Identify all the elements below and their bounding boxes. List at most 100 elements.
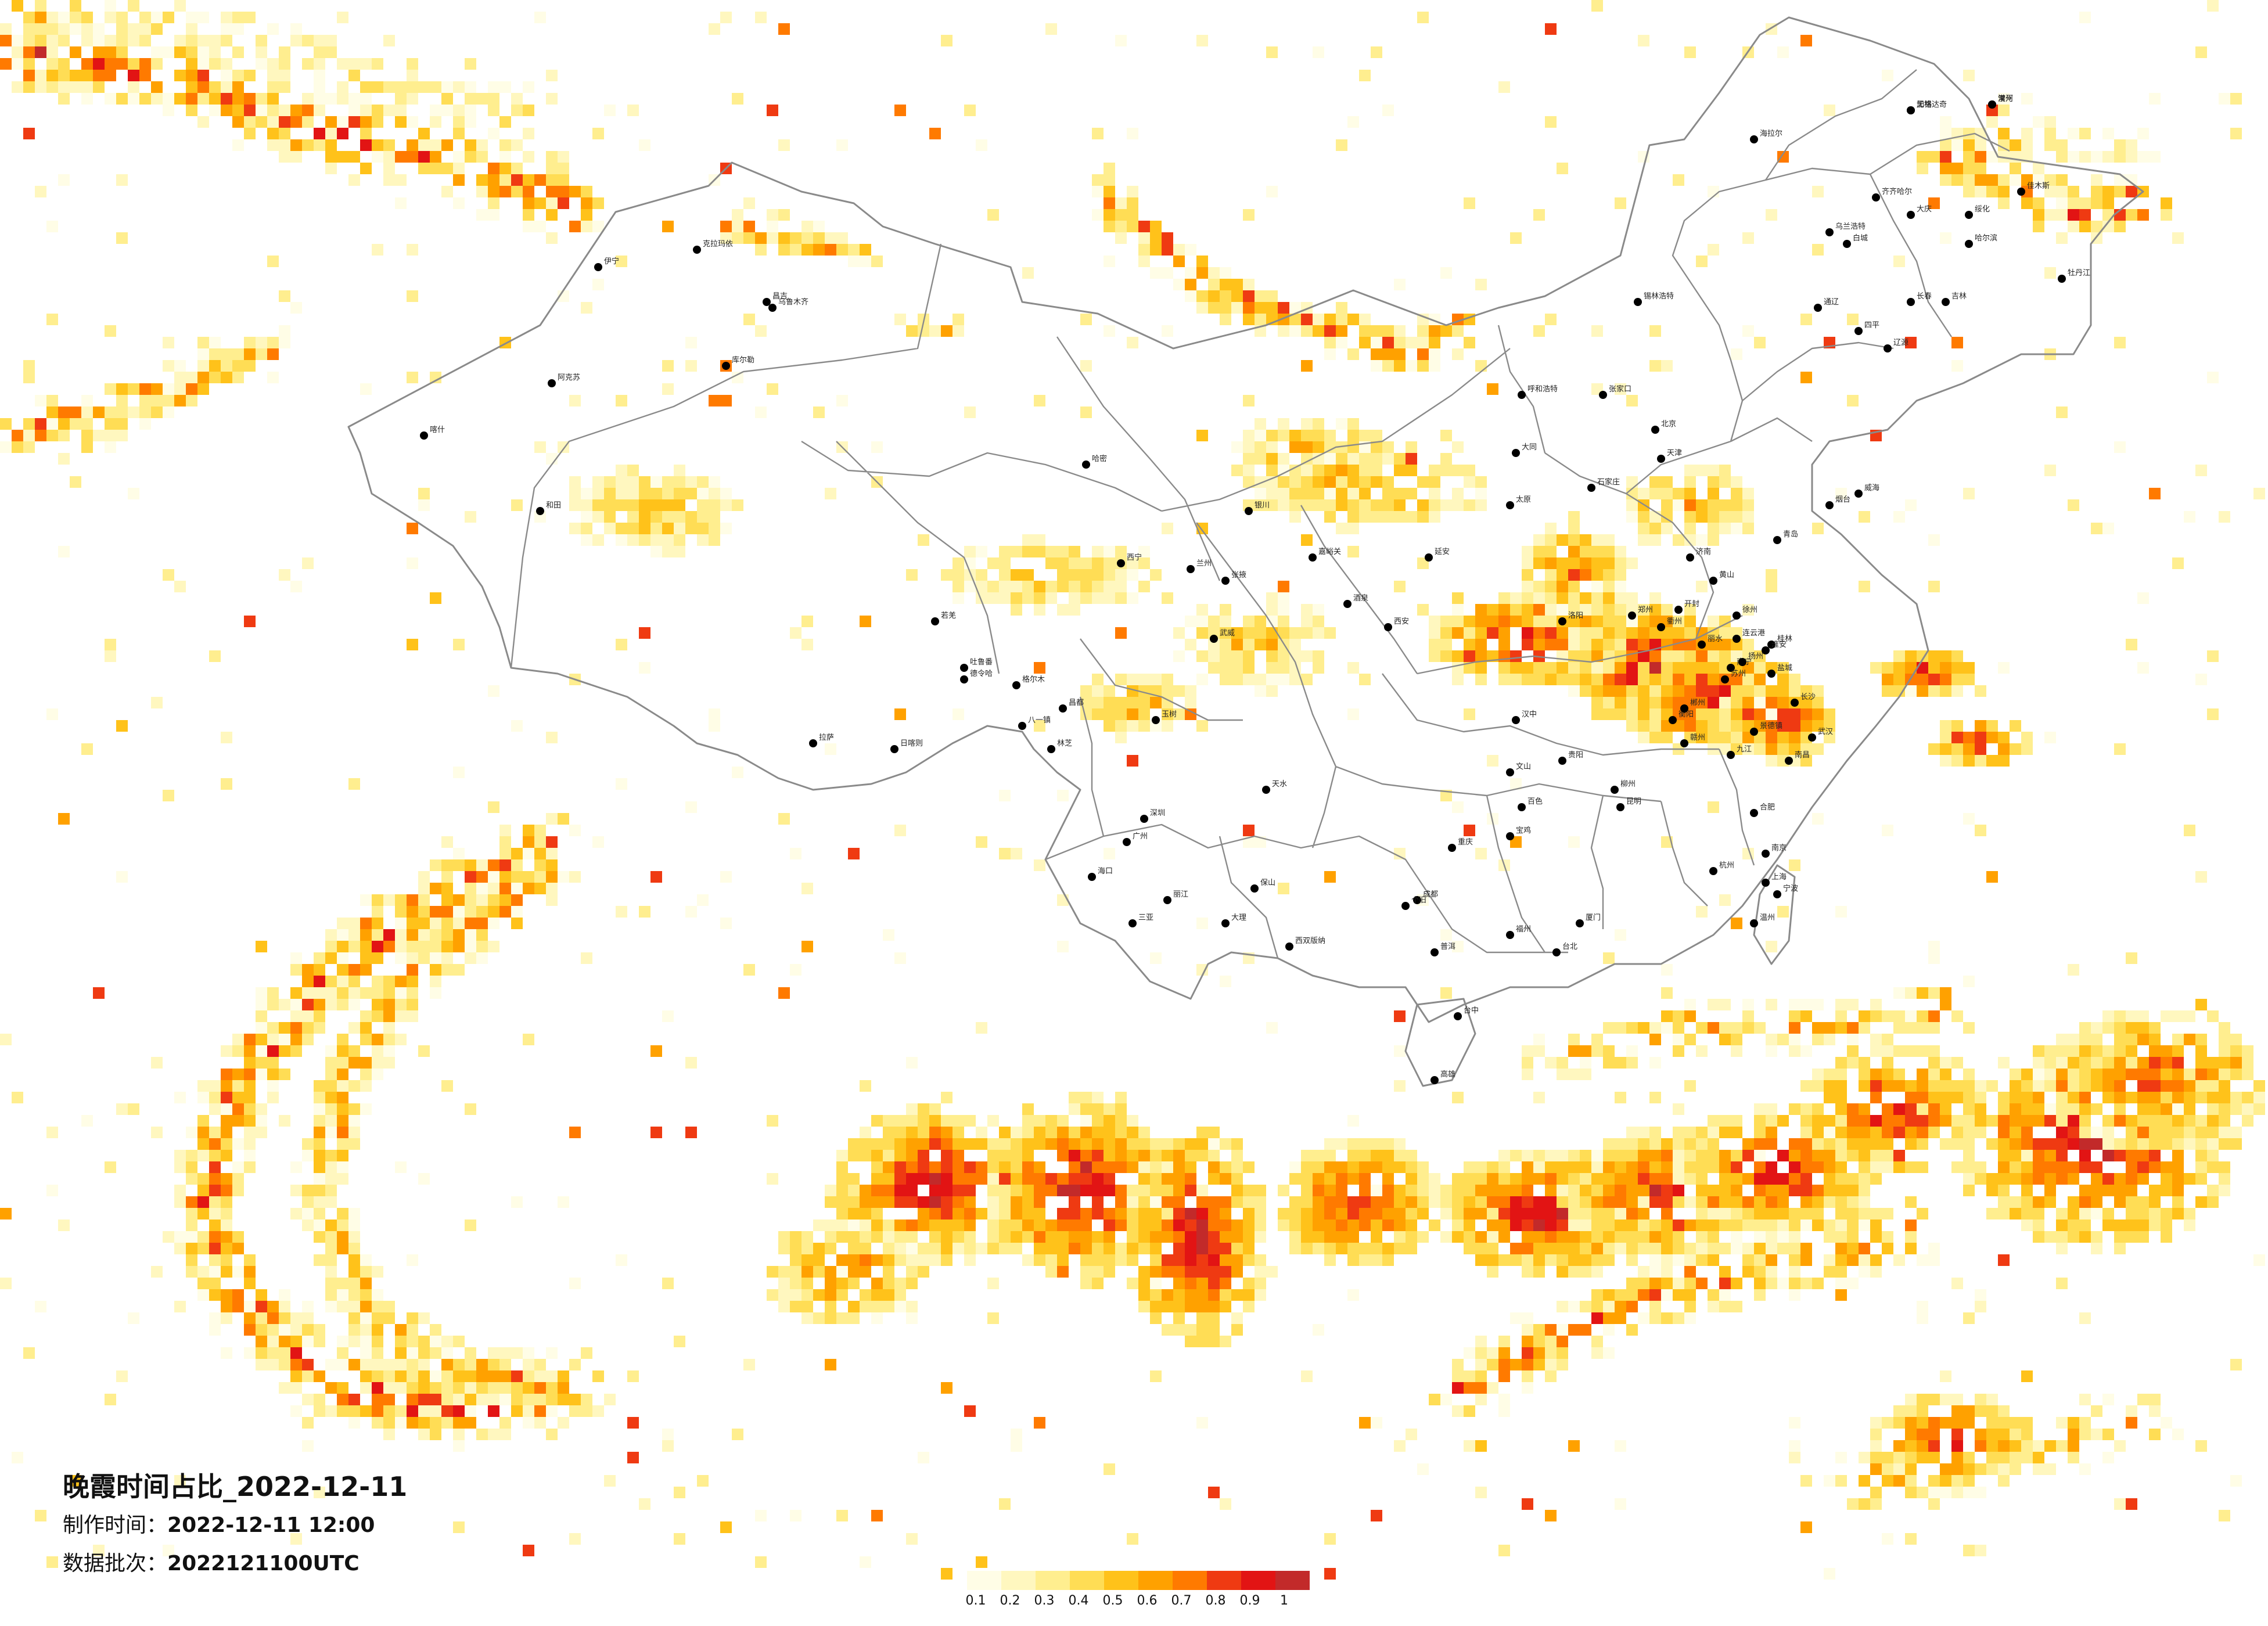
city-label: 吐鲁番 [970, 658, 993, 667]
city-dot [1750, 809, 1758, 817]
city-label: 长沙 [1800, 693, 1816, 702]
city-dot [1187, 565, 1195, 573]
city-label: 海口 [1098, 867, 1113, 876]
city-label: 嘉峪关 [1318, 548, 1341, 556]
city-dot [1773, 536, 1781, 544]
batch-value: 2022121100UTC [167, 1552, 360, 1575]
city-label: 克拉玛依 [703, 240, 733, 249]
city-label: 阿克苏 [558, 373, 580, 382]
city-label: 保山 [1260, 879, 1275, 887]
city-label: 郑州 [1638, 606, 1653, 614]
city-dot [1117, 559, 1125, 567]
city-dot [1518, 391, 1526, 399]
city-dot [1942, 298, 1950, 306]
city-dot [1616, 803, 1624, 811]
city-dot [1674, 606, 1683, 614]
legend-swatch [1104, 1571, 1138, 1590]
city-label: 石家庄 [1597, 477, 1620, 487]
city-dot [1825, 228, 1834, 236]
legend-tick-label: 0.5 [1102, 1593, 1123, 1608]
batch-label: 数据批次： [63, 1552, 168, 1575]
city-dot [1738, 658, 1746, 666]
city-dot [1988, 100, 1996, 109]
city-label: 喀什 [430, 425, 445, 434]
city-dot [1907, 298, 1915, 306]
city-label: 吉林 [1951, 292, 1967, 301]
city-label: 乌兰浩特 [1835, 222, 1866, 231]
city-dot [1680, 739, 1688, 747]
city-label: 昌吉 [772, 292, 788, 301]
city-dot [1854, 327, 1863, 335]
city-label: 无锡 [1917, 100, 1932, 109]
city-dot [1430, 948, 1439, 956]
city-label: 昆明 [1626, 797, 1641, 806]
legend-tick-label: 0.3 [1034, 1593, 1055, 1608]
legend-swatch [1070, 1571, 1104, 1590]
city-label: 张家口 [1609, 384, 1631, 394]
legend-swatch [1173, 1571, 1207, 1590]
city-label: 大理 [1231, 913, 1246, 922]
legend-color-bar [967, 1571, 1327, 1590]
city-label: 哈密 [1092, 454, 1107, 463]
city-label: 丽水 [1708, 635, 1723, 643]
city-label: 桂林 [1777, 635, 1792, 643]
legend-tick-label: 0.6 [1137, 1593, 1158, 1608]
legend-tick-label: 0.8 [1205, 1593, 1226, 1608]
city-label: 厦门 [1586, 913, 1601, 922]
city-label: 太原 [1516, 495, 1531, 504]
city-label: 武威 [1220, 629, 1235, 638]
china-national-border [347, 16, 2144, 1023]
city-label: 锡林浩特 [1644, 292, 1674, 301]
legend-tick-label: 0.2 [1000, 1593, 1020, 1608]
city-dot [1082, 461, 1090, 469]
city-label: 宁波 [1783, 884, 1798, 893]
city-label: 西双版纳 [1295, 937, 1325, 945]
city-label: 衡阳 [1678, 710, 1694, 719]
city-label: 酒泉 [1353, 593, 1368, 603]
city-label: 广州 [1133, 832, 1148, 841]
city-label: 南昌 [1795, 750, 1810, 760]
city-dot [1750, 728, 1758, 736]
city-dot [1425, 553, 1433, 562]
city-label: 伊宁 [604, 257, 619, 266]
city-label: 台北 [1562, 942, 1577, 951]
made-time-value: 2022-12-11 12:00 [167, 1513, 375, 1537]
legend-tick-label: 0.9 [1239, 1593, 1260, 1608]
city-dot [1709, 577, 1717, 585]
city-dot [1401, 902, 1410, 910]
city-dot [1814, 304, 1822, 312]
city-dot [1123, 838, 1131, 846]
city-label: 个旧 [1411, 896, 1426, 905]
city-dot [1773, 890, 1781, 898]
city-label: 上海 [1771, 873, 1787, 882]
city-dot [1750, 135, 1758, 143]
city-dot [2058, 275, 2066, 283]
city-label: 日喀则 [900, 739, 923, 748]
city-label: 扬州 [1748, 652, 1763, 661]
city-dot [1262, 786, 1270, 794]
city-label: 重庆 [1458, 837, 1473, 847]
city-label: 大同 [1522, 443, 1537, 452]
city-label: 玉树 [1162, 710, 1177, 719]
city-dot [1018, 722, 1026, 730]
city-label: 库尔勒 [732, 355, 754, 365]
city-label: 深圳 [1150, 809, 1165, 818]
city-label: 普洱 [1440, 942, 1455, 951]
city-dot [1413, 896, 1421, 904]
city-label: 景德镇 [1760, 722, 1782, 731]
city-dot [1727, 751, 1735, 759]
city-dot [1854, 490, 1863, 498]
city-label: 昌都 [1069, 699, 1084, 707]
city-label: 海拉尔 [1760, 129, 1782, 138]
map-title: 晚霞时间占比_2022-12-11 [63, 1471, 408, 1502]
city-label: 辽源 [1893, 339, 1908, 347]
city-dot [1843, 240, 1851, 248]
city-dot [1518, 803, 1526, 811]
city-label: 白城 [1853, 233, 1868, 243]
batch-line: 数据批次：2022121100UTC [63, 1547, 407, 1581]
city-dot [1343, 600, 1352, 608]
city-label: 温州 [1760, 913, 1775, 922]
city-dot [420, 431, 428, 440]
city-dot [1762, 879, 1770, 887]
city-dot [1309, 553, 1317, 562]
